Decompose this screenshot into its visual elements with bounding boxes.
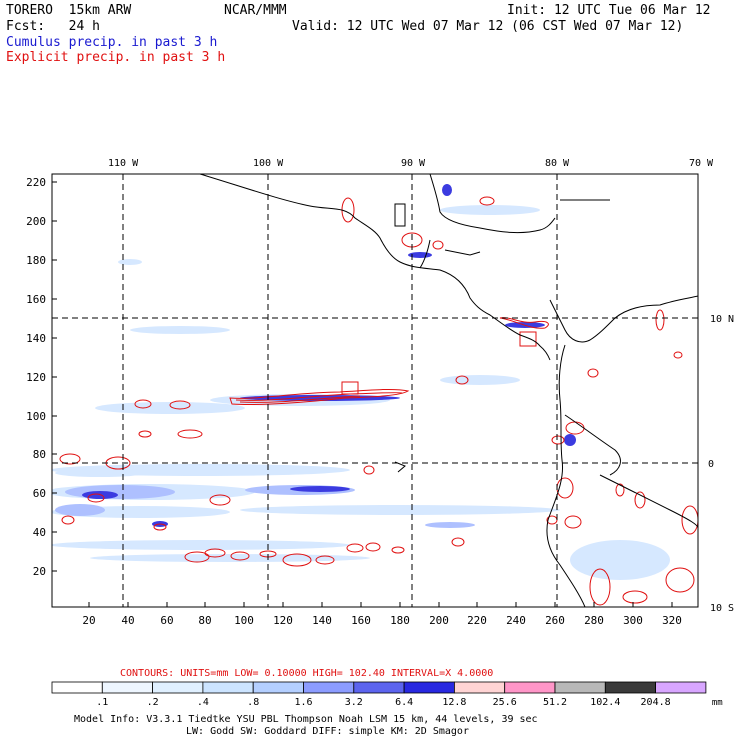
valid-time: Valid: 12 UTC Wed 07 Mar 12 (06 CST Wed … — [292, 19, 684, 34]
colorbar-label: 12.8 — [442, 697, 466, 708]
colorbar-swatch — [51, 681, 103, 694]
longitude-labels: 110 W 100 W 90 W 80 W 70 W — [108, 158, 714, 169]
colorbar-swatch — [554, 681, 606, 694]
x-tick-label: 280 — [584, 614, 604, 627]
colorbar-label: .2 — [147, 697, 159, 708]
colorbar-label: 3.2 — [345, 697, 363, 708]
colorbar-label: 6.4 — [395, 697, 413, 708]
lon-label: 110 W — [108, 158, 139, 169]
y-axis: 20 40 60 80 100 120 140 160 180 200 220 — [26, 176, 46, 578]
lat-label: 0 — [708, 459, 714, 470]
colorbar-swatch — [604, 681, 656, 694]
colorbar-label: 102.4 — [590, 697, 620, 708]
lat-label: 10 S — [710, 603, 734, 614]
colorbar-label: 204.8 — [641, 697, 671, 708]
y-tick-marks — [52, 181, 57, 572]
y-tick-label: 140 — [26, 332, 46, 345]
x-tick-label: 320 — [662, 614, 682, 627]
y-tick-label: 100 — [26, 410, 46, 423]
model-info: Model Info: V3.3.1 Tiedtke YSU PBL Thomp… — [74, 714, 538, 725]
lon-label: 90 W — [401, 158, 426, 169]
y-tick-label: 200 — [26, 215, 46, 228]
x-tick-label: 140 — [312, 614, 332, 627]
model-name: TORERO 15km ARW — [6, 3, 132, 18]
x-axis: 20 40 60 80 100 120 140 160 180 200 220 … — [82, 614, 682, 627]
lon-label: 80 W — [545, 158, 570, 169]
center-name: NCAR/MMM — [224, 3, 287, 18]
init-time: Init: 12 UTC Tue 06 Mar 12 — [507, 3, 711, 18]
colorbar-swatch — [504, 681, 556, 694]
x-tick-label: 60 — [160, 614, 173, 627]
x-tick-label: 80 — [198, 614, 211, 627]
colorbar-label: 1.6 — [294, 697, 312, 708]
colorbar-swatch — [403, 681, 455, 694]
colorbar-swatch — [303, 681, 355, 694]
legend-explicit: Explicit precip. in past 3 h — [6, 50, 226, 65]
x-tick-label: 200 — [429, 614, 449, 627]
y-tick-label: 20 — [33, 565, 46, 578]
colorbar: .1 .2 .4 .8 1.6 3.2 6.4 12.8 25.6 51.2 102.4 204.8 m… — [51, 681, 723, 708]
precip-field — [52, 174, 698, 607]
colorbar-swatch — [202, 681, 254, 694]
colorbar-label: 51.2 — [543, 697, 567, 708]
x-tick-label: 260 — [545, 614, 565, 627]
colorbar-label: .4 — [197, 697, 209, 708]
y-tick-label: 80 — [33, 448, 46, 461]
contour-info: CONTOURS: UNITS=mm LOW= 0.10000 HIGH= 10… — [120, 668, 493, 679]
y-tick-label: 180 — [26, 254, 46, 267]
y-tick-label: 40 — [33, 526, 46, 539]
forecast-hour: Fcst: 24 h — [6, 19, 100, 34]
physics-info: LW: Godd SW: Goddard DIFF: simple KM: 2D… — [186, 726, 469, 737]
y-tick-label: 160 — [26, 293, 46, 306]
x-tick-label: 240 — [506, 614, 526, 627]
colorbar-unit: mm — [712, 698, 723, 708]
x-tick-label: 180 — [390, 614, 410, 627]
colorbar-swatch — [252, 681, 304, 694]
legend-cumulus: Cumulus precip. in past 3 h — [6, 35, 218, 50]
colorbar-swatch — [655, 681, 707, 694]
lon-label: 100 W — [253, 158, 284, 169]
x-tick-label: 100 — [234, 614, 254, 627]
x-tick-label: 300 — [623, 614, 643, 627]
x-tick-label: 20 — [82, 614, 95, 627]
lon-label: 70 W — [689, 158, 714, 169]
x-tick-label: 120 — [273, 614, 293, 627]
y-tick-label: 220 — [26, 176, 46, 189]
lat-label: 10 N — [710, 314, 734, 325]
x-tick-label: 220 — [467, 614, 487, 627]
graticule — [52, 174, 698, 607]
colorbar-swatch — [152, 681, 204, 694]
x-tick-label: 160 — [351, 614, 371, 627]
colorbar-label: .1 — [96, 697, 108, 708]
colorbar-swatch — [453, 681, 506, 694]
y-tick-label: 60 — [33, 487, 46, 500]
x-tick-label: 40 — [121, 614, 134, 627]
colorbar-swatch — [101, 681, 154, 694]
latitude-labels: 10 N 0 10 S — [708, 314, 734, 614]
x-tick-marks — [88, 602, 673, 607]
colorbar-label: 25.6 — [493, 697, 517, 708]
colorbar-swatch — [353, 681, 405, 694]
y-tick-label: 120 — [26, 371, 46, 384]
colorbar-label: .8 — [247, 697, 259, 708]
